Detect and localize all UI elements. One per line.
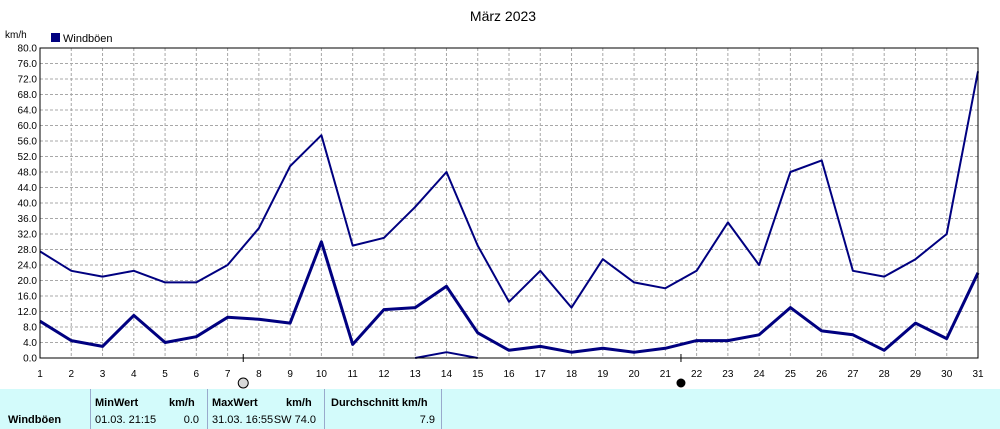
x-tick-label: 7 [225,369,231,380]
x-tick-label: 8 [256,369,262,380]
y-tick-label: 20.0 [18,276,38,287]
stats-max-cell: MaxWert km/h 31.03. 16:55 SW 74.0 [208,389,324,429]
x-tick-label: 2 [68,369,74,380]
x-tick-label: 1 [37,369,43,380]
new-moon-icon [676,378,686,388]
x-tick-label: 6 [194,369,200,380]
x-tick-label: 14 [441,369,453,380]
stats-separator [90,389,91,429]
y-tick-label: 36.0 [18,214,38,225]
y-tick-label: 72.0 [18,75,38,86]
y-tick-label: 48.0 [18,168,38,179]
x-tick-label: 21 [660,369,672,380]
y-tick-label: 80.0 [18,44,38,55]
y-tick-label: 16.0 [18,292,38,303]
x-tick-label: 10 [316,369,328,380]
x-tick-label: 15 [472,369,484,380]
x-tick-label: 25 [785,369,797,380]
x-tick-label: 22 [691,369,703,380]
stats-separator [324,389,325,429]
x-tick-label: 5 [162,369,168,380]
x-tick-label: 13 [410,369,422,380]
min-unit: km/h [169,397,195,409]
avg-value: 7.9 [419,414,435,426]
x-tick-label: 23 [722,369,734,380]
moon-markers [237,377,686,389]
chart: März 2023 km/h Windböen 0.0 4.0 8.0 12.0 16.… [5,8,984,389]
y-tick-label: 76.0 [18,59,38,70]
series-line-max [39,71,979,309]
chart-title: März 2023 [470,8,536,24]
x-tick-label: 26 [816,369,828,380]
max-header: MaxWert [212,397,258,409]
stats-separator [207,389,208,429]
full-moon-icon [237,377,249,389]
y-tick-labels: 0.0 4.0 8.0 12.0 16.0 20.0 24.0 28.0 32.0 36.0 40.… [18,44,38,365]
x-tick-labels: 1 2 3 4 5 6 7 8 9 10 11 12 13 14 15 16 17 18 19 20 21 22 23 24 2… [37,369,984,380]
x-tick-label: 27 [847,369,859,380]
x-tick-label: 12 [378,369,390,380]
min-header: MinWert [95,397,139,409]
x-tick-label: 17 [535,369,547,380]
x-tick-label: 28 [879,369,891,380]
x-tick-label: 30 [941,369,953,380]
max-date: 31.03. 16:55 [212,414,274,426]
avg-header: Durchschnitt km/h [331,397,428,409]
x-tick-label: 11 [347,369,358,380]
axes [39,47,979,362]
x-tick-label: 18 [566,369,578,380]
y-tick-label: 52.0 [18,152,38,163]
series-line-min [415,351,478,359]
x-tick-label: 29 [910,369,922,380]
y-axis-unit: km/h [5,30,27,41]
x-tick-label: 3 [100,369,106,380]
y-tick-label: 68.0 [18,90,38,101]
y-tick-label: 4.0 [23,338,37,349]
max-dir-value: SW 74.0 [273,414,316,426]
x-tick-label: 20 [629,369,641,380]
y-tick-label: 28.0 [18,245,38,256]
x-tick-label: 16 [503,369,515,380]
y-tick-label: 60.0 [18,121,38,132]
y-tick-label: 56.0 [18,137,38,148]
max-unit: km/h [286,397,312,409]
x-tick-label: 19 [597,369,609,380]
stats-row-label: Windböen [8,414,62,426]
stats-avg-cell: Durchschnitt km/h 7.9 [325,389,441,429]
y-tick-label: 32.0 [18,230,38,241]
stats-min-cell: MinWert km/h 01.03. 21:15 0.0 [91,389,207,429]
y-tick-label: 44.0 [18,183,38,194]
x-tick-label: 31 [972,369,984,380]
y-tick-label: 0.0 [23,354,37,365]
x-tick-label: 9 [287,369,293,380]
y-tick-label: 24.0 [18,261,38,272]
stats-separator [441,389,442,429]
series-line-mean [39,240,980,354]
series-lines [39,71,980,359]
legend-swatch [51,33,60,42]
y-tick-label: 40.0 [18,199,38,210]
y-tick-label: 64.0 [18,106,38,117]
plot-frame [39,47,979,359]
min-date: 01.03. 21:15 [95,414,157,426]
legend-label: Windböen [63,33,113,45]
y-tick-label: 8.0 [23,323,37,334]
grid [39,47,979,359]
stats-panel: Windböen MinWert km/h 01.03. 21:15 0.0 M… [0,389,1000,429]
x-tick-label: 24 [754,369,766,380]
y-tick-label: 12.0 [18,307,38,318]
stats-row-label-cell: Windböen [0,389,90,429]
x-tick-label: 4 [131,369,137,380]
min-value: 0.0 [183,414,199,426]
